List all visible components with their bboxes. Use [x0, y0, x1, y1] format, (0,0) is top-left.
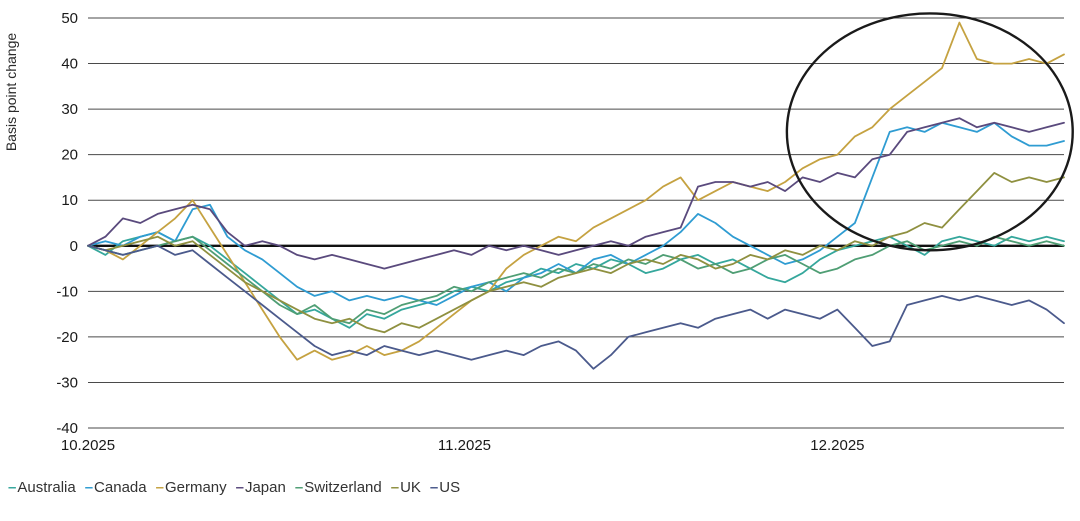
legend-dash-icon: – [429, 479, 439, 496]
highlight-circle-annotation [785, 12, 1074, 252]
y-tick-label: 30 [61, 101, 78, 118]
legend-label: Germany [164, 479, 227, 496]
y-tick-label: -20 [56, 329, 78, 346]
legend-dash-icon: – [390, 479, 400, 496]
legend-item-germany: – Germany [156, 479, 227, 496]
legend-item-japan: – Japan [236, 479, 286, 496]
legend-item-us: – US [430, 479, 460, 496]
series-line-japan [87, 117, 1065, 270]
legend-item-uk: – UK [391, 479, 421, 496]
legend-label: Switzerland [304, 479, 382, 496]
legend-label: UK [400, 479, 421, 496]
y-tick-label: 20 [61, 147, 78, 164]
legend-dash-icon: – [294, 479, 304, 496]
x-tick-label: 12.2025 [810, 437, 864, 454]
y-tick-label: -30 [56, 374, 78, 391]
legend-item-australia: – Australia [8, 479, 76, 496]
x-tick-label: 10.2025 [61, 437, 115, 454]
legend-label: Canada [94, 479, 147, 496]
legend-item-canada: – Canada [85, 479, 147, 496]
series-line-germany [87, 21, 1065, 361]
legend-dash-icon: – [84, 479, 94, 496]
legend-dash-icon: – [8, 479, 17, 496]
y-tick-label: 10 [61, 192, 78, 209]
legend-dash-icon: – [235, 479, 244, 496]
y-axis-title: Basis point change [3, 33, 19, 152]
y-tick-label: -40 [56, 420, 78, 437]
y-tick-label: 50 [61, 10, 78, 27]
chart-legend: – Australia – Canada – Germany – Japan – Switzerl… [8, 479, 1080, 496]
legend-label: US [439, 479, 461, 496]
legend-label: Australia [17, 479, 76, 496]
legend-item-switzerland: – Switzerland [295, 479, 382, 496]
series-line-uk [87, 171, 1065, 334]
chart-canvas: Basis point change 50 40 30 20 10 0 -10 -20 -30 -… [3, 10, 1074, 454]
legend-label: Japan [244, 479, 286, 496]
x-tick-label: 11.2025 [438, 437, 491, 454]
series-line-canada [87, 121, 1065, 306]
legend-dash-icon: – [155, 479, 164, 496]
series-line-us [87, 244, 1065, 370]
y-tick-label: -10 [56, 283, 78, 300]
y-tick-label: 0 [70, 238, 78, 255]
y-tick-label: 40 [61, 56, 78, 73]
